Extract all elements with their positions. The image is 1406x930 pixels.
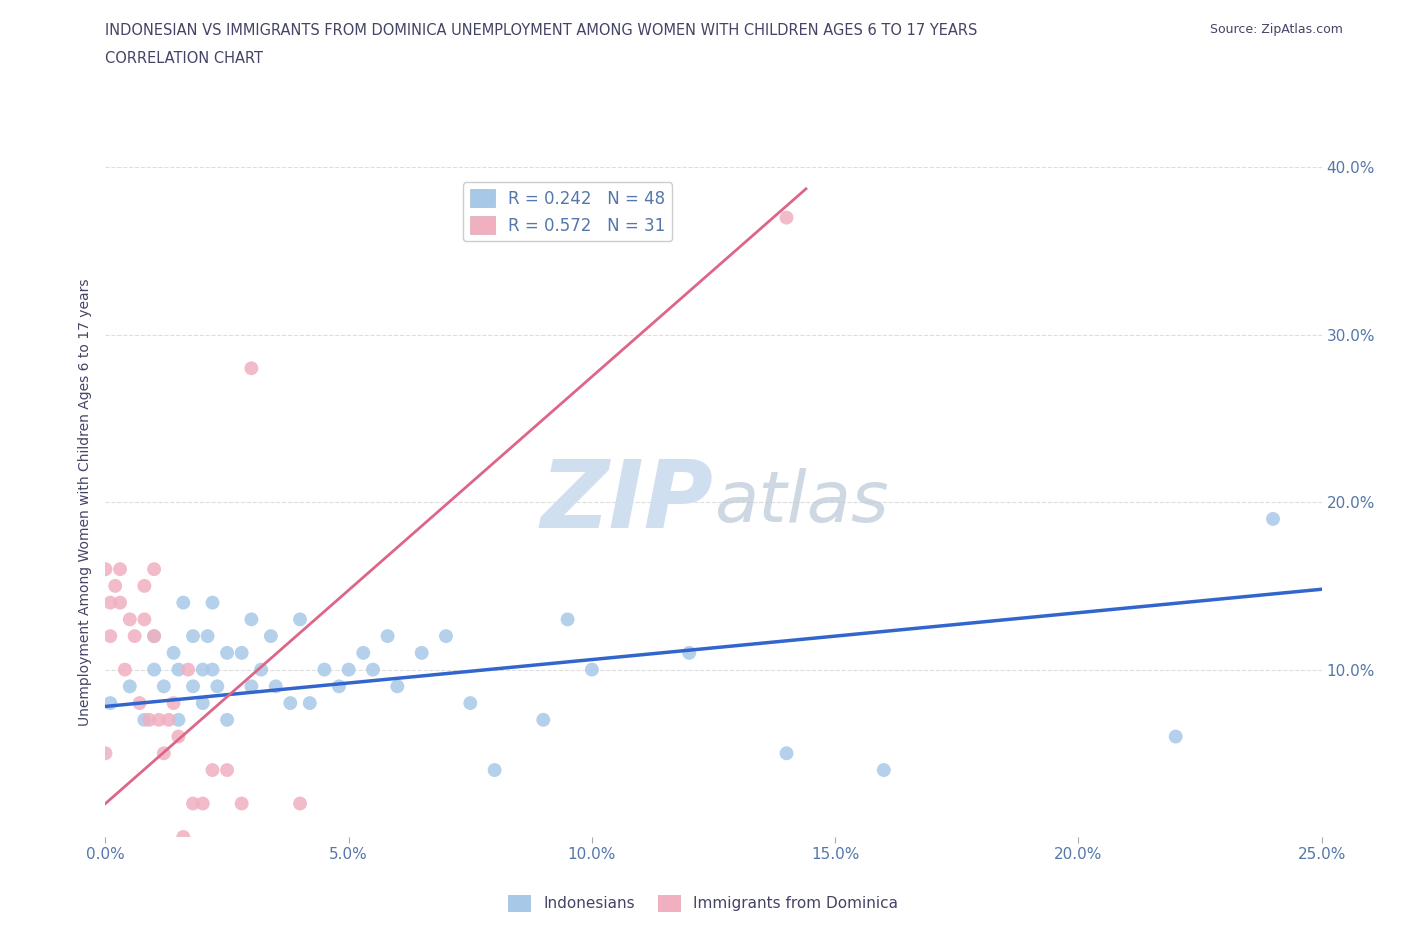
Point [118,679,141,694]
Point [250,662,273,677]
Point [94,746,117,761]
Point [162,696,184,711]
Text: CORRELATION CHART: CORRELATION CHART [105,51,263,66]
Point [167,662,190,677]
Point [278,696,301,711]
Point [128,696,150,711]
Point [177,662,200,677]
Point [264,679,287,694]
Point [172,595,194,610]
Point [181,679,204,694]
Point [240,679,263,694]
Point [143,629,166,644]
Point [217,763,239,777]
Point [775,746,797,761]
Point [434,629,457,644]
Point [134,712,156,727]
Point [134,578,156,593]
Point [153,679,176,694]
Point [217,645,239,660]
Text: INDONESIAN VS IMMIGRANTS FROM DOMINICA UNEMPLOYMENT AMONG WOMEN WITH CHILDREN AG: INDONESIAN VS IMMIGRANTS FROM DOMINICA U… [105,23,977,38]
Point [124,629,146,644]
Point [94,562,117,577]
Point [873,763,896,777]
Point [352,645,374,660]
Point [197,629,219,644]
Point [1164,729,1187,744]
Point [167,712,190,727]
Point [191,796,214,811]
Point [207,679,229,694]
Point [114,662,136,677]
Point [337,662,360,677]
Point [148,712,170,727]
Point [775,210,797,225]
Point [143,629,166,644]
Point [531,712,554,727]
Point [288,796,311,811]
Point [377,629,399,644]
Point [201,595,224,610]
Point [1261,512,1284,526]
Point [134,612,156,627]
Point [143,562,166,577]
Point [181,796,204,811]
Point [581,662,603,677]
Text: Source: ZipAtlas.com: Source: ZipAtlas.com [1209,23,1343,36]
Point [484,763,506,777]
Y-axis label: Unemployment Among Women with Children Ages 6 to 17 years: Unemployment Among Women with Children A… [79,278,93,726]
Point [104,578,127,593]
Point [217,712,239,727]
Point [240,612,263,627]
Point [231,645,253,660]
Point [458,696,481,711]
Point [298,696,321,711]
Point [167,729,190,744]
Point [260,629,283,644]
Point [162,645,184,660]
Legend: Indonesians, Immigrants from Dominica: Indonesians, Immigrants from Dominica [502,889,904,918]
Point [108,595,131,610]
Point [108,562,131,577]
Point [98,629,121,644]
Point [191,662,214,677]
Point [231,796,253,811]
Point [288,612,311,627]
Text: atlas: atlas [713,468,889,537]
Point [138,712,160,727]
Point [172,830,194,844]
Point [201,662,224,677]
Point [191,696,214,711]
Point [678,645,700,660]
Point [153,746,176,761]
Legend: R = 0.242   N = 48, R = 0.572   N = 31: R = 0.242 N = 48, R = 0.572 N = 31 [463,182,672,242]
Point [328,679,350,694]
Point [387,679,409,694]
Point [201,763,224,777]
Point [98,696,121,711]
Point [314,662,336,677]
Point [411,645,433,660]
Point [98,595,121,610]
Point [118,612,141,627]
Point [181,629,204,644]
Text: ZIP: ZIP [541,457,713,548]
Point [157,712,180,727]
Point [143,662,166,677]
Point [557,612,579,627]
Point [240,361,263,376]
Point [361,662,384,677]
